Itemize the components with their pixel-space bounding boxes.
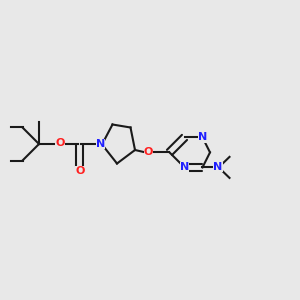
Text: N: N: [198, 132, 207, 142]
Text: O: O: [55, 138, 65, 148]
Text: O: O: [144, 147, 153, 158]
Text: N: N: [213, 162, 222, 172]
Text: N: N: [180, 162, 189, 172]
Text: O: O: [75, 166, 85, 176]
Text: N: N: [96, 139, 105, 149]
